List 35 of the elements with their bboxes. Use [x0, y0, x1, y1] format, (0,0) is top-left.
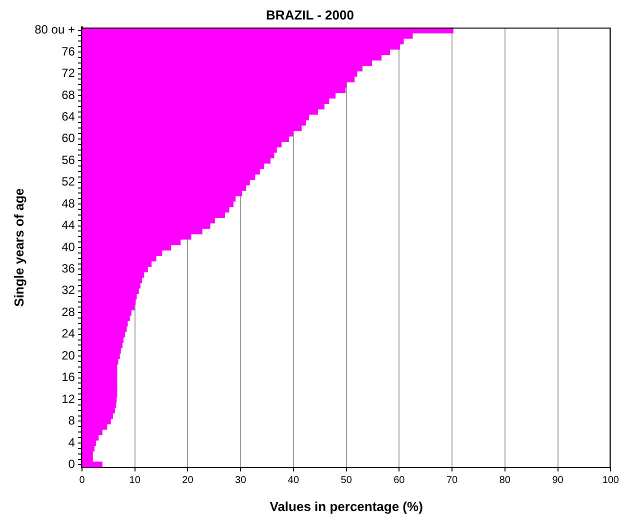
y-tick-label: 76	[62, 44, 76, 58]
x-tick-label: 70	[446, 475, 458, 486]
y-tick-label: 68	[62, 88, 76, 102]
y-tick-label: 4	[68, 435, 76, 450]
y-tick-label: 72	[62, 66, 76, 80]
y-tick-label: 24	[62, 326, 76, 341]
chart-title: BRAZIL - 2000	[266, 7, 354, 22]
x-tick-label: 80	[499, 475, 511, 486]
y-tick-label: 52	[62, 174, 76, 189]
x-tick-label: 10	[129, 475, 141, 486]
y-tick-label: 16	[62, 370, 76, 384]
y-tick-label: 40	[62, 240, 76, 254]
x-tick-label: 40	[288, 475, 300, 486]
x-tick-label: 20	[182, 475, 194, 486]
x-tick-label: 60	[394, 475, 406, 486]
x-tick-label: 0	[79, 475, 86, 486]
y-tick-label: 44	[62, 218, 76, 232]
y-tick-label: 64	[62, 110, 76, 124]
y-tick-label: 36	[62, 262, 76, 276]
y-tick-label: 0	[68, 457, 76, 471]
x-tick-label: 90	[552, 475, 564, 486]
y-tick-label: 12	[62, 392, 76, 406]
y-tick-label: 20	[62, 348, 76, 362]
y-tick-label: 28	[62, 304, 76, 319]
x-tick-label: 30	[235, 475, 247, 486]
y-tick-label: 80 ou +	[34, 22, 75, 37]
x-tick-label: 50	[340, 475, 352, 486]
y-tick-label: 48	[62, 196, 76, 210]
x-axis-title: Values in percentage (%)	[270, 498, 423, 514]
y-tick-label: 56	[62, 152, 76, 167]
x-tick-label: 100	[602, 475, 620, 486]
y-tick-label: 60	[62, 131, 76, 146]
y-tick-label: 8	[68, 414, 76, 428]
y-tick-label: 32	[62, 283, 76, 298]
y-axis-title: Single years of age	[11, 188, 26, 307]
